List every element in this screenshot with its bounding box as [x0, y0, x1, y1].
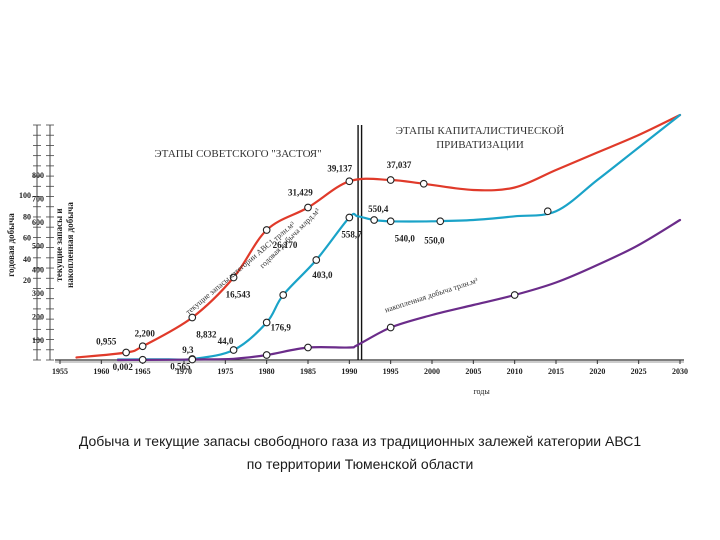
data-point [386, 323, 395, 332]
x-tick-label: 1990 [341, 367, 357, 376]
x-tick-label: 2025 [631, 367, 647, 376]
data-point [386, 176, 395, 184]
data-point [188, 313, 197, 322]
y-tick-label-left: 20 [23, 276, 31, 285]
data-point [345, 177, 354, 186]
data-label: 16,543 [226, 290, 251, 300]
x-tick-label: 1970 [176, 367, 192, 376]
data-label: 26,170 [273, 240, 298, 250]
annotation-capitalist-stage: ЭТАПЫ КАПИТАЛИСТИЧЕСКОЙ [396, 125, 565, 137]
series-line-3 [116, 218, 682, 362]
data-label: 550,0 [424, 235, 445, 245]
x-tick-label: 1980 [259, 367, 275, 376]
data-label: 2,200 [135, 328, 156, 338]
y-tick-label-left: 40 [23, 255, 31, 264]
series-line-1 [75, 113, 682, 359]
y-tick-label-right: 500 [32, 242, 44, 251]
data-label: 44,0 [218, 336, 234, 346]
data-point [188, 355, 197, 364]
data-label: 0,565 [170, 362, 191, 372]
x-tick-label: 1975 [217, 367, 233, 376]
series-points [122, 176, 552, 364]
x-tick-label: 2030 [672, 367, 688, 376]
annotation-soviet-stage: ЭТАПЫ СОВЕТСКОГО "ЗАСТОЯ" [154, 148, 321, 160]
data-label: 540,0 [395, 233, 416, 243]
x-tick-label: 1965 [135, 367, 151, 376]
x-axis-title: годы [473, 387, 490, 396]
y-tick-label-right: 800 [32, 171, 44, 180]
data-point [262, 351, 271, 359]
y-axis-title-left: годовая добыча [6, 213, 16, 277]
data-point [304, 203, 312, 212]
x-tick-label: 1985 [300, 367, 316, 376]
data-point [138, 342, 147, 351]
data-point [543, 207, 552, 216]
annotation-capitalist-stage-2: ПРИВАТИЗАЦИИ [436, 139, 524, 151]
data-label: 550,4 [368, 204, 389, 214]
x-tick-label: 2005 [465, 367, 481, 376]
data-label: 176,9 [271, 323, 292, 333]
x-tick-label: 1995 [383, 367, 399, 376]
series-name-label: текущие запасы категории АВС1 трлн.м³ [184, 219, 297, 316]
axes: 1955 1960 1965 1970 1975 1980 1985 1990 1995 2000… [6, 124, 688, 396]
y-tick-label-right: 100 [32, 336, 44, 345]
data-point [345, 213, 354, 222]
data-label: 558,7 [341, 230, 362, 240]
x-tick-label: 1960 [93, 367, 109, 376]
y-tick-label-right: 300 [32, 289, 44, 298]
data-label: 0,955 [96, 337, 117, 347]
data-point [386, 217, 395, 226]
data-label: 39,137 [327, 163, 352, 173]
y-tick-label-left: 100 [19, 191, 31, 200]
data-label: 37,037 [387, 160, 412, 170]
y-axis-title-right: текущие запасы инакопленная добыча [54, 202, 75, 288]
y-tick-label-right: 700 [32, 195, 44, 204]
caption-line-1: Добыча и текущие запасы свободного газа … [78, 433, 642, 449]
data-point [229, 273, 238, 282]
data-point [304, 343, 312, 352]
data-point [122, 348, 130, 357]
data-label: 403,0 [312, 270, 333, 280]
data-point [138, 355, 147, 364]
data-label: 0,002 [113, 362, 134, 372]
data-point [312, 256, 321, 264]
x-tick-label: 2000 [424, 367, 440, 376]
y-tick-label-right: 600 [32, 218, 44, 227]
y-tick-label-left: 80 [23, 212, 31, 221]
data-point [419, 179, 428, 188]
y-tick-label-right: 400 [32, 265, 44, 274]
x-tick-label: 1955 [52, 367, 68, 376]
caption-line-2: по территории Тюменской области [246, 456, 474, 472]
x-tick-label: 2015 [548, 367, 564, 376]
data-label: 8,832 [196, 330, 217, 340]
grid [357, 125, 363, 360]
y-tick-label-right: 200 [32, 312, 44, 321]
data-point [262, 318, 271, 327]
data-point [279, 291, 288, 299]
data-label: 31,429 [288, 188, 313, 198]
data-point [229, 346, 238, 354]
x-tick-label: 2010 [507, 367, 523, 376]
data-point [510, 291, 519, 299]
data-point [370, 216, 378, 224]
data-label: 9,3 [182, 345, 194, 355]
y-tick-label-left: 60 [23, 234, 31, 243]
series-name-label: накопленная добыча трлн.м³ [384, 276, 480, 315]
chart: 1955 1960 1965 1970 1975 1980 1985 1990 1995 2000… [6, 113, 688, 396]
data-point [262, 226, 271, 234]
x-tick-label: 2020 [589, 367, 605, 376]
data-point [436, 217, 445, 226]
